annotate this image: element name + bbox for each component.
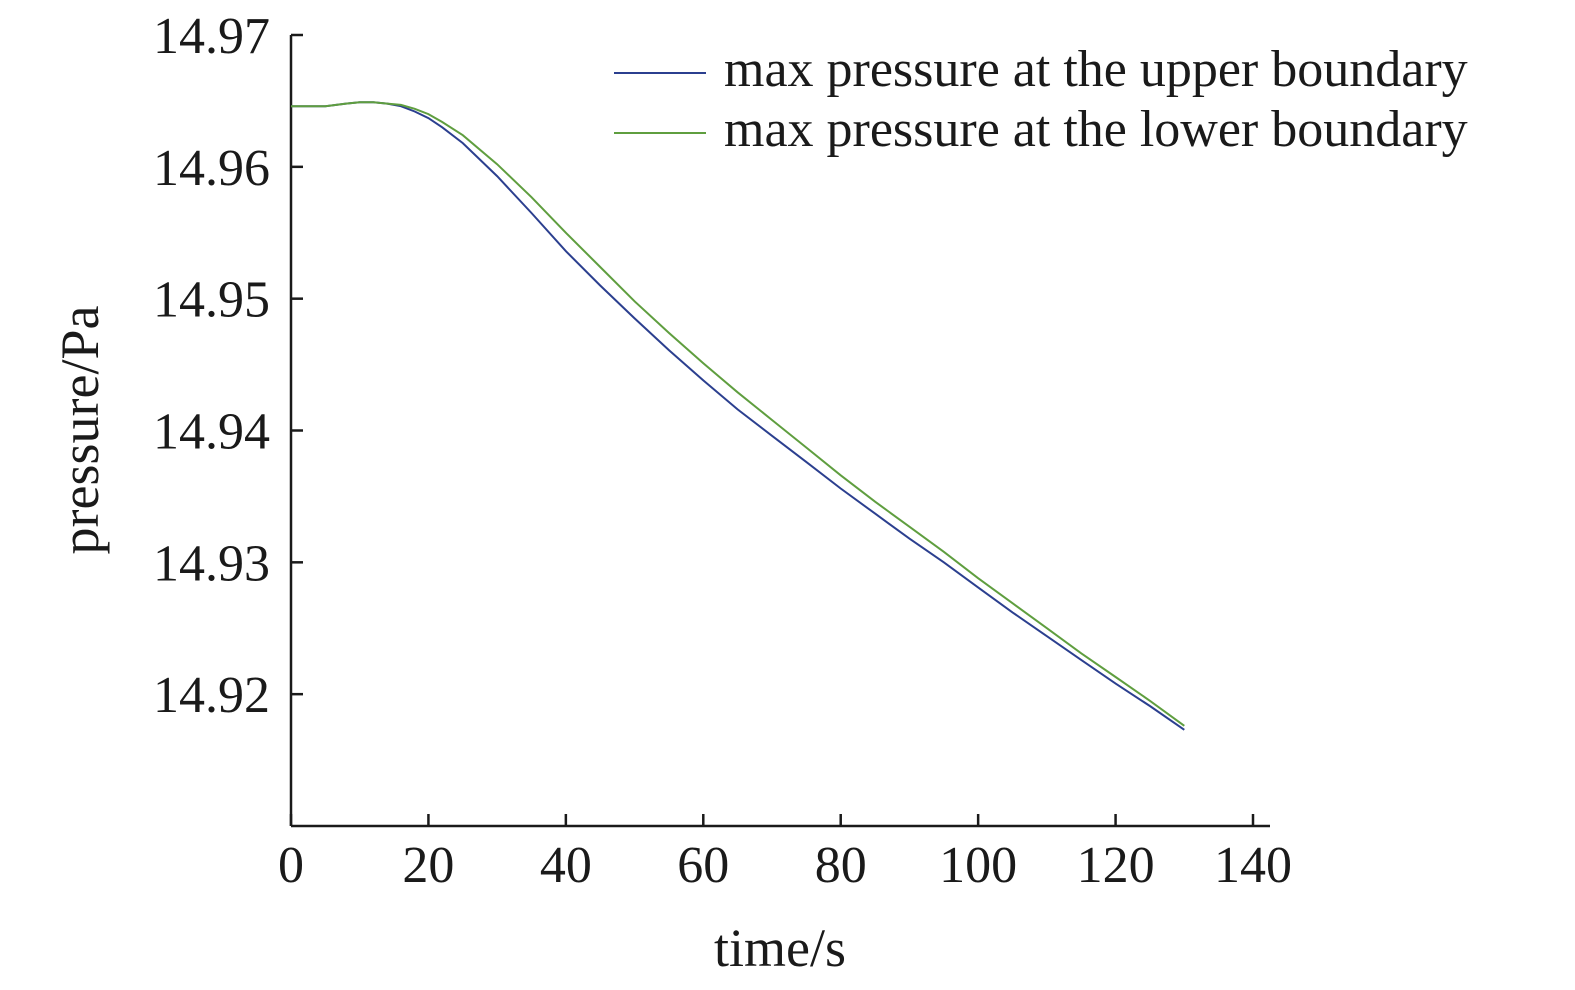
y-axis-title: pressure/Pa (50, 306, 110, 555)
y-tick-label: 14.97 (153, 8, 270, 65)
x-ticks: 0 20 40 60 80 100 120 140 (278, 814, 1292, 894)
x-tick-label: 0 (278, 837, 304, 894)
x-tick-label: 120 (1077, 837, 1155, 894)
series-line-upper-boundary (291, 101, 1185, 731)
y-tick-label: 14.95 (153, 272, 270, 329)
y-ticks: 14.92 14.93 14.94 14.95 14.96 14.97 (153, 8, 303, 724)
x-tick-label: 80 (815, 837, 867, 894)
legend: max pressure at the upper boundary max p… (614, 41, 1468, 158)
x-tick-label: 100 (939, 837, 1017, 894)
x-axis-title: time/s (714, 918, 846, 978)
legend-label-lower: max pressure at the lower boundary (724, 101, 1468, 158)
series-lines (291, 101, 1185, 731)
series-line-lower-boundary (291, 101, 1185, 727)
y-tick-label: 14.92 (153, 667, 270, 724)
x-tick-label: 40 (540, 837, 592, 894)
x-tick-label: 60 (677, 837, 729, 894)
y-tick-label: 14.93 (153, 535, 270, 592)
x-tick-label: 20 (402, 837, 454, 894)
y-tick-label: 14.96 (153, 140, 270, 197)
y-tick-label: 14.94 (153, 404, 270, 461)
x-tick-label: 140 (1214, 837, 1292, 894)
legend-label-upper: max pressure at the upper boundary (724, 41, 1468, 98)
